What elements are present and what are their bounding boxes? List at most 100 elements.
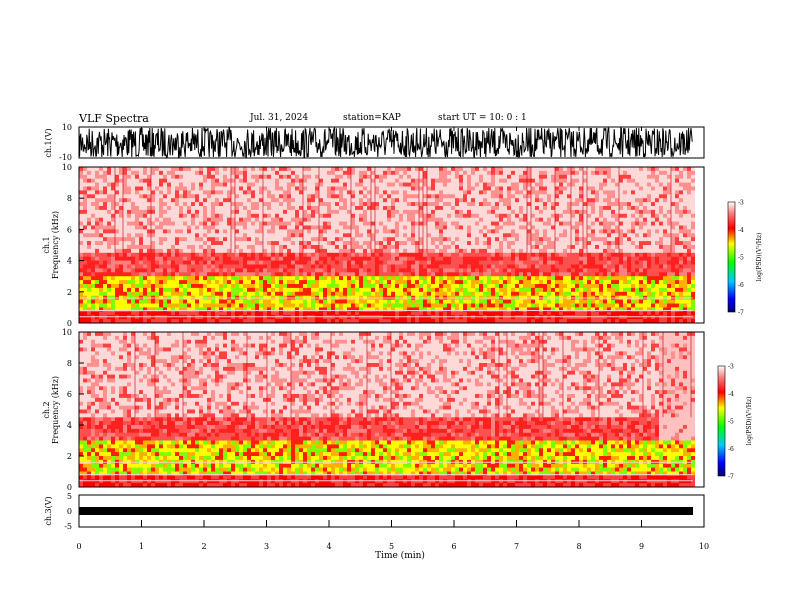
spectrogram-cell — [403, 198, 407, 203]
spectrogram-cell — [239, 248, 243, 254]
spectrogram-cell — [395, 206, 399, 211]
spectrogram-cell — [279, 245, 283, 250]
spectrogram-cell — [239, 291, 243, 296]
spectrogram-cell — [379, 229, 383, 234]
spectrogram-cell — [407, 178, 411, 183]
spectrogram-cell — [363, 237, 367, 242]
spectrogram-cell — [191, 237, 195, 242]
spectrogram-cell — [207, 209, 211, 215]
spectrogram-cell — [247, 241, 251, 246]
spectrogram-cell — [179, 229, 183, 234]
spectrogram-cell — [211, 272, 215, 277]
spectrogram-cell — [303, 167, 307, 172]
spectrogram-cell — [491, 291, 495, 296]
spectrogram-cell — [535, 209, 539, 215]
spectrogram-cell — [427, 182, 431, 187]
spectrogram-cell — [263, 209, 267, 215]
spectrogram-cell — [535, 264, 539, 269]
spectrogram-cell — [271, 237, 275, 242]
spectrogram-cell — [403, 276, 407, 281]
spectrogram-cell — [555, 167, 559, 172]
spectrogram-cell — [135, 280, 139, 285]
spectrogram-cell — [439, 209, 443, 215]
spectrogram-cell — [139, 291, 143, 296]
spectrogram-cell — [363, 256, 367, 261]
spectrogram-cell — [387, 190, 391, 195]
spectrogram-cell — [275, 268, 279, 273]
spectrogram-cell — [347, 217, 351, 222]
spectrogram-cell — [139, 209, 143, 215]
spectrogram-cell — [483, 202, 487, 207]
spectrogram-cell — [299, 194, 303, 199]
spectrogram-cell — [367, 280, 371, 285]
spectrogram-cell — [87, 233, 91, 238]
spectrogram-cell — [319, 268, 323, 273]
spectrogram-cell — [431, 276, 435, 281]
spectrogram-cell — [327, 233, 331, 238]
spectrogram-cell — [131, 237, 135, 242]
spectrogram-cell — [571, 194, 575, 199]
spectrogram-cell — [99, 245, 103, 250]
spectrogram-cell — [95, 287, 99, 293]
spectrogram-cell — [415, 315, 419, 320]
spectrogram-cell — [539, 186, 543, 191]
spectrogram-cell — [571, 280, 575, 285]
spectrogram-cell — [507, 260, 511, 265]
spectrogram-cell — [239, 256, 243, 261]
spectrogram-cell — [387, 291, 391, 296]
spectrogram-cell — [119, 315, 123, 320]
spectrogram-cell — [571, 206, 575, 211]
spectrogram-cell — [403, 303, 407, 308]
spectrogram-cell — [471, 167, 475, 172]
spectrogram-cell — [555, 256, 559, 261]
spectrogram-cell — [295, 167, 299, 172]
spectrogram-cell — [567, 280, 571, 285]
spectrogram-cell — [539, 284, 543, 289]
spectrogram-cell — [119, 202, 123, 207]
spectrogram-cell — [391, 245, 395, 250]
spectrogram-cell — [471, 319, 475, 324]
spectrogram-cell — [451, 307, 455, 312]
spectrogram-cell — [467, 291, 471, 296]
spectrogram-cell — [471, 206, 475, 211]
spectrogram-cell — [443, 276, 447, 281]
spectrogram-cell — [83, 167, 87, 172]
spectrogram-cell — [259, 252, 263, 257]
spectrogram-cell — [375, 276, 379, 281]
spectrogram-cell — [355, 268, 359, 273]
spectrogram-cell — [203, 245, 207, 250]
start-time-label: start UT = 10: 0 : 1 — [438, 113, 527, 123]
spectrogram-cell — [351, 209, 355, 215]
spectrogram-cell — [491, 284, 495, 289]
spectrogram-cell — [143, 194, 147, 199]
spectrogram-cell — [91, 311, 95, 316]
spectrogram-cell — [135, 182, 139, 187]
spectrogram-cell — [551, 299, 555, 304]
spectrogram-cell — [471, 209, 475, 215]
spectrogram-cell — [163, 303, 167, 308]
spectrogram-cell — [515, 284, 519, 289]
spectrogram-cell — [451, 174, 455, 179]
spectrogram-cell — [475, 198, 479, 203]
spectrogram-cell — [147, 256, 151, 261]
spectrogram-cell — [103, 284, 107, 289]
spectrogram-cell — [167, 268, 171, 273]
spectrogram-cell — [259, 264, 263, 269]
spectrogram-cell — [363, 233, 367, 238]
spectrogram-cell — [87, 287, 91, 293]
spectrogram-cell — [111, 182, 115, 187]
spectrogram-cell — [135, 245, 139, 250]
spectrogram-cell — [495, 241, 499, 246]
spectrogram-cell — [327, 186, 331, 191]
spectrogram-cell — [211, 245, 215, 250]
spectrogram-cell — [239, 252, 243, 257]
spectrogram-cell — [335, 287, 339, 293]
spectrogram-cell — [123, 194, 127, 199]
spectrogram-cell — [259, 186, 263, 191]
spectrogram-cell — [455, 303, 459, 308]
spectrogram-cell — [119, 198, 123, 203]
spectrogram-cell — [563, 217, 567, 222]
spectrogram-cell — [347, 213, 351, 218]
spectrogram-cell — [411, 206, 415, 211]
